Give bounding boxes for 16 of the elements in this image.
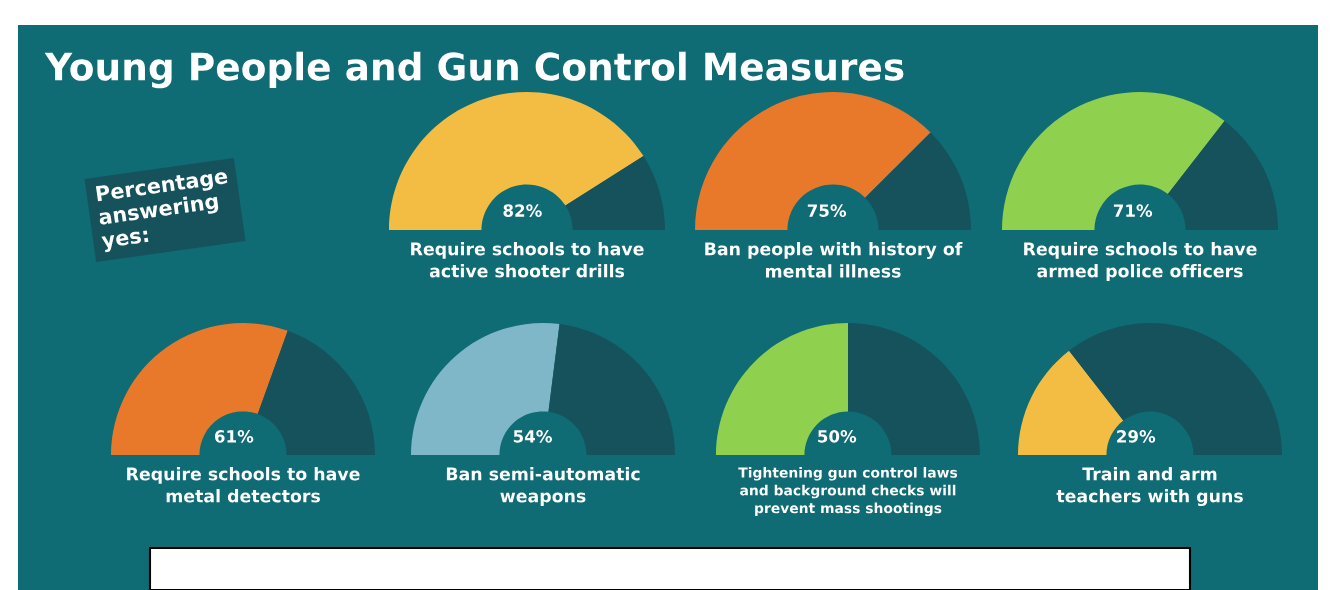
data-label: 50% (818, 430, 857, 443)
text: Require schools to have metal detectors (127, 467, 360, 503)
data-label: 71% (1113, 204, 1153, 217)
data-label: 75% (807, 204, 847, 217)
text: Percentage answering yes: (95, 168, 229, 253)
data-label: 82% (503, 204, 542, 217)
data-label: 61% (214, 430, 254, 443)
text: Ban semi-automatic weapons (446, 467, 640, 506)
text: Tightening gun control laws and background checks will prevent mass shootings (738, 467, 958, 517)
text: Require schools to have active shooter drills (411, 242, 644, 278)
data-label: 54% (513, 430, 552, 443)
text: Train and arm teachers with guns (1056, 467, 1243, 507)
data-label: 29% (1117, 430, 1156, 443)
text: Require schools to have armed police officers (1024, 242, 1257, 281)
text: Ban people with history of mental illness (705, 242, 963, 278)
text: Young People and Gun Control Measures (44, 51, 904, 89)
